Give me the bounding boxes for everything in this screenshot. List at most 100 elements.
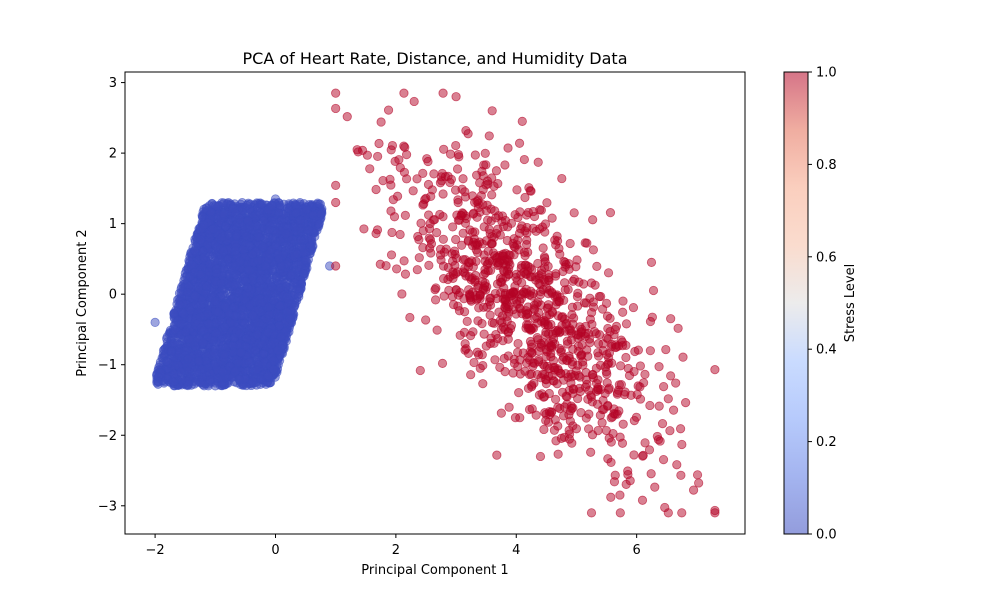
scatter-point [564, 434, 575, 444]
scatter-point [535, 290, 546, 300]
scatter-point [492, 450, 502, 460]
scatter-point [241, 231, 251, 241]
scatter-point [490, 288, 500, 299]
scatter-point [646, 469, 656, 479]
scatter-point [463, 348, 474, 358]
scatter-point [648, 285, 659, 296]
scatter-point [588, 215, 598, 225]
scatter-point [474, 303, 484, 313]
scatter-point [274, 321, 284, 331]
scatter-point [608, 428, 618, 439]
scatter-point [211, 328, 222, 338]
scatter-point [430, 295, 441, 305]
scatter-point [481, 160, 491, 170]
scatter-point [438, 212, 448, 222]
scatter-point [500, 303, 511, 313]
scatter-point [192, 367, 202, 377]
scatter-point [606, 492, 616, 502]
scatter-point [484, 131, 494, 141]
scatter-point [557, 173, 567, 184]
scatter-point [243, 265, 253, 275]
scatter-point [508, 368, 518, 378]
scatter-point [281, 229, 291, 239]
scatter-point [199, 252, 209, 263]
scatter-point [264, 310, 274, 320]
scatter-point [420, 194, 430, 205]
scatter-point [269, 295, 279, 306]
scatter-point [593, 348, 603, 358]
scatter-point [210, 256, 220, 266]
scatter-point [615, 490, 625, 500]
scatter-point [677, 439, 687, 450]
scatter-point [448, 222, 458, 232]
scatter-point [219, 209, 229, 219]
scatter-point [373, 151, 383, 162]
scatter-point [655, 436, 665, 446]
scatter-point [596, 291, 606, 302]
scatter-point [468, 327, 478, 337]
scatter-point [558, 266, 568, 277]
scatter-point [522, 235, 532, 245]
scatter-point [483, 215, 493, 225]
scatter-point [446, 174, 457, 184]
scatter-point [658, 454, 669, 465]
scatter-point [252, 365, 262, 375]
scatter-point [555, 327, 565, 337]
scatter-point [584, 424, 594, 434]
scatter-point [617, 341, 628, 351]
scatter-point [401, 174, 412, 184]
scatter-point [208, 224, 218, 234]
scatter-point [668, 405, 679, 415]
scatter-point [230, 246, 241, 256]
scatter-point [576, 351, 586, 361]
scatter-point [267, 282, 277, 292]
scatter-point [495, 230, 505, 240]
scatter-point [418, 243, 428, 253]
scatter-point [273, 345, 283, 356]
scatter-point [209, 348, 220, 358]
scatter-point [221, 221, 231, 232]
scatter-point [480, 148, 490, 158]
scatter-point [491, 166, 502, 176]
scatter-point [273, 208, 284, 218]
scatter-point [290, 278, 300, 288]
scatter-point [438, 88, 448, 98]
scatter-point [588, 297, 598, 307]
scatter-point [659, 382, 669, 392]
scatter-point [654, 362, 664, 372]
scatter-point [493, 179, 503, 189]
scatter-point [578, 279, 589, 289]
scatter-point [542, 198, 552, 208]
scatter-point [496, 324, 507, 334]
scatter-point [605, 208, 616, 218]
scatter-point [549, 425, 560, 435]
scatter-point [472, 238, 482, 249]
scatter-point [547, 329, 558, 339]
scatter-point [513, 338, 523, 349]
scatter-point [557, 312, 567, 322]
scatter-point [618, 296, 628, 306]
scatter-point [536, 373, 546, 383]
scatter-point [637, 495, 648, 505]
scatter-point [235, 328, 245, 338]
scatter-point [569, 384, 579, 395]
scatter-point [661, 344, 671, 355]
scatter-point [671, 378, 681, 388]
scatter-point [314, 219, 324, 229]
scatter-point [535, 451, 546, 462]
scatter-point [220, 302, 230, 312]
scatter-point [526, 272, 536, 282]
scatter-point [610, 409, 620, 419]
scatter-point [392, 264, 402, 274]
scatter-point [528, 223, 538, 233]
scatter-point [388, 195, 398, 205]
scatter-point [578, 360, 588, 370]
scatter-point [523, 323, 533, 333]
scatter-point [415, 365, 425, 376]
scatter-point [502, 266, 512, 276]
scatter-point [397, 289, 407, 299]
scatter-point [463, 129, 473, 139]
scatter-point [618, 419, 628, 429]
scatter-point [568, 421, 578, 431]
scatter-point [247, 310, 258, 320]
